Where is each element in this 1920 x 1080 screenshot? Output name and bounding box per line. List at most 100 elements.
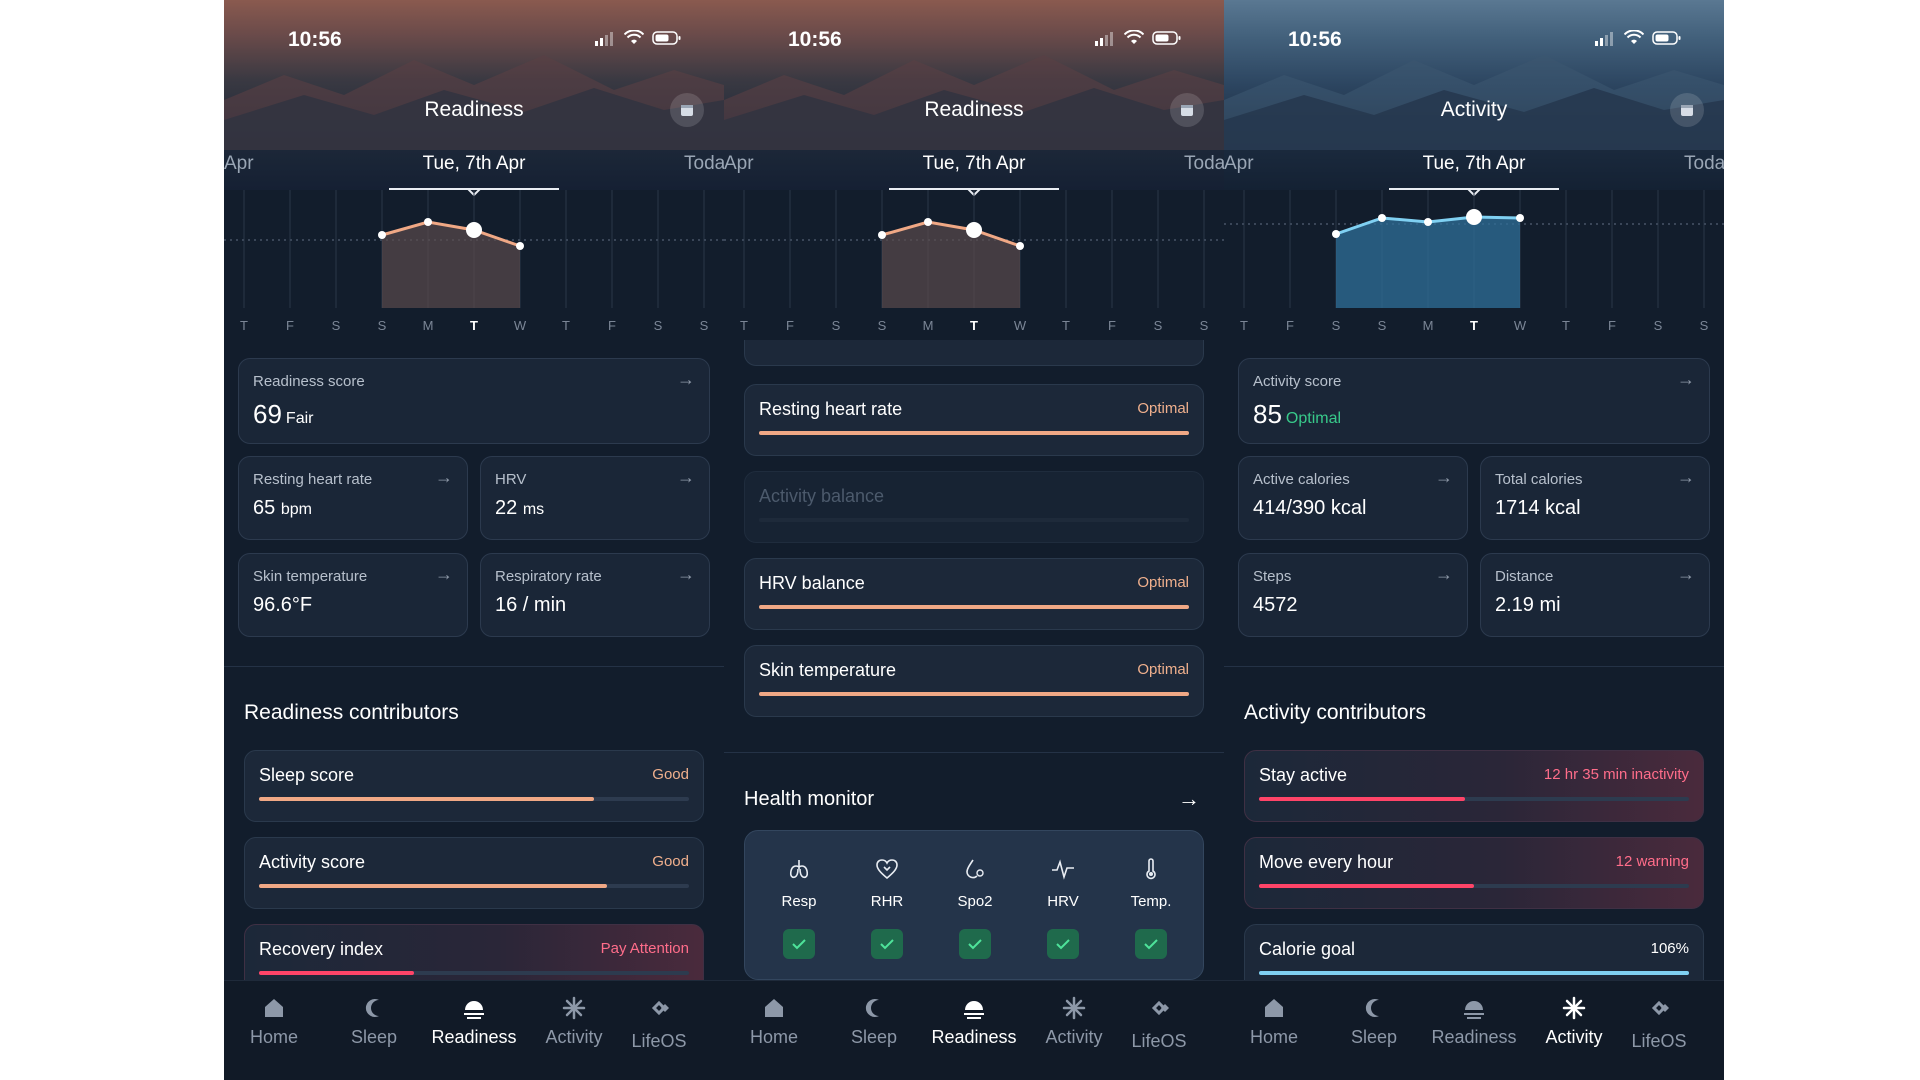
chart-point-selected[interactable] [1466,209,1482,225]
nav-lifeos[interactable]: LifeOS [609,995,709,1052]
weekday-label: S [699,318,709,333]
date-selector[interactable]: Apr Tue, 7th Apr Toda [1224,153,1724,179]
metric-card-hrv[interactable]: HRV → 22 ms [480,456,710,540]
contributor-move-every-hour[interactable]: Move every hour 12 warning [1244,837,1704,909]
phone-readiness: 10:56 Readiness Apr Tue, 7th Apr Toda T … [224,0,724,1080]
date-selector[interactable]: Apr Tue, 7th Apr Toda [224,153,724,179]
nav-readiness[interactable]: Readiness [924,995,1024,1048]
chart-point [1332,230,1340,238]
health-item-label: Resp [781,893,817,910]
chart-line [381,220,521,248]
arrow-right-icon[interactable]: → [1178,786,1200,811]
calendar-button[interactable] [1670,93,1704,127]
progress-fill [259,971,414,975]
nav-activity[interactable]: Activity [1524,995,1624,1048]
nav-label: Home [1249,1027,1298,1047]
date-selector[interactable]: Apr Tue, 7th Apr Toda [724,153,1224,179]
health-item-rhr[interactable]: RHR [847,831,927,981]
contributor-resting-heart-rate[interactable]: Resting heart rate Optimal [744,384,1204,456]
weekday-label: W [1013,318,1027,333]
date-next[interactable]: Toda [684,153,724,174]
health-monitor-card[interactable]: Resp RHR Spo2 HRV Temp. [744,830,1204,980]
weekday-label: S [1331,318,1341,333]
nav-readiness[interactable]: Readiness [424,995,524,1048]
weekday-axis: T F S S M T W T F S S [224,318,724,336]
weekday-label: F [1608,318,1616,333]
nav-sleep[interactable]: Sleep [824,995,924,1048]
trend-chart[interactable] [724,190,1224,308]
date-current[interactable]: Tue, 7th Apr [422,153,526,174]
nav-label: Activity [1045,1027,1103,1047]
date-prev[interactable]: Apr [224,153,254,174]
contributor-label: Skin temperature [759,660,897,680]
progress-track [759,518,1189,522]
arrow-right-icon: → [677,369,695,389]
nav-sleep[interactable]: Sleep [324,995,424,1048]
activity-score-card[interactable]: Activity score → 85 Optimal [1238,358,1710,444]
health-item-hrv[interactable]: HRV [1023,831,1103,981]
metric-card-active-calories[interactable]: Active calories → 414/390 kcal [1238,456,1468,540]
health-item-resp[interactable]: Resp [759,831,839,981]
score-value: 69 [253,399,282,429]
nav-home[interactable]: Home [224,995,324,1048]
card-label: Readiness score [253,373,365,390]
card-value: 22 ms [495,497,544,520]
metric-card-respiratory-rate[interactable]: Respiratory rate → 16 / min [480,553,710,637]
card-label: Resting heart rate [253,471,373,488]
nav-lifeos[interactable]: LifeOS [1109,995,1209,1052]
nav-lifeos[interactable]: LifeOS [1609,995,1709,1052]
contributor-sleep-score[interactable]: Sleep score Good [244,750,704,822]
card-value: 16 / min [495,594,567,616]
health-item-temp[interactable]: Temp. [1111,831,1191,981]
contributor-activity-score[interactable]: Activity score Good [244,837,704,909]
nav-home[interactable]: Home [1224,995,1324,1048]
contributor-label: Activity balance [759,486,885,506]
date-prev[interactable]: Apr [1224,153,1254,174]
nav-home[interactable]: Home [724,995,824,1048]
weekday-label: F [1108,318,1116,333]
date-next[interactable]: Toda [1184,153,1224,174]
date-prev[interactable]: Apr [724,153,754,174]
chart-point-selected[interactable] [966,222,982,238]
progress-fill [259,884,608,888]
metric-card-steps[interactable]: Steps → 4572 [1238,553,1468,637]
calendar-button[interactable] [670,93,704,127]
trend-chart[interactable] [1224,190,1724,308]
calendar-button[interactable] [1170,93,1204,127]
metric-card-distance[interactable]: Distance → 2.19 mi [1480,553,1710,637]
nav-label: Activity [545,1027,603,1047]
section-divider [1224,666,1724,667]
weekday-label: F [1286,318,1294,333]
nav-activity[interactable]: Activity [1024,995,1124,1048]
health-item-spo2[interactable]: Spo2 [935,831,1015,981]
metric-card-total-calories[interactable]: Total calories → 1714 kcal [1480,456,1710,540]
metric-card-resting-heart-rate[interactable]: Resting heart rate → 65 bpm [238,456,468,540]
health-monitor-title: Health monitor [744,788,875,810]
nav-sleep[interactable]: Sleep [1324,995,1424,1048]
weekday-label: S [377,318,387,333]
bottom-nav: Home Sleep Readiness Activity LifeOS [1224,980,1724,1080]
chart-point-selected[interactable] [466,222,482,238]
metric-unit: bpm [280,501,312,518]
trend-chart[interactable] [224,190,724,308]
card-value: 414/390 kcal [1253,497,1367,519]
date-current[interactable]: Tue, 7th Apr [922,153,1026,174]
contributor-hrv-balance[interactable]: HRV balance Optimal [744,558,1204,630]
contributor-label: Recovery index [259,939,384,959]
readiness-score-card[interactable]: Readiness score → 69 Fair [238,358,710,444]
contributor-skin-temperature[interactable]: Skin temperature Optimal [744,645,1204,717]
date-current[interactable]: Tue, 7th Apr [1422,153,1526,174]
card-label: Total calories [1495,471,1583,488]
weekday-label: W [1513,318,1527,333]
metric-card-skin-temperature[interactable]: Skin temperature → 96.6°F [238,553,468,637]
progress-track [759,692,1189,696]
weekday-label: S [1199,318,1209,333]
nav-readiness[interactable]: Readiness [1424,995,1524,1048]
date-next[interactable]: Toda [1684,153,1724,174]
progress-track [759,431,1189,435]
contributor-stay-active[interactable]: Stay active 12 hr 35 min inactivity [1244,750,1704,822]
card-label: Skin temperature [253,568,368,585]
contributor-activity-balance[interactable]: Activity balance [744,471,1204,543]
nav-activity[interactable]: Activity [524,995,624,1048]
